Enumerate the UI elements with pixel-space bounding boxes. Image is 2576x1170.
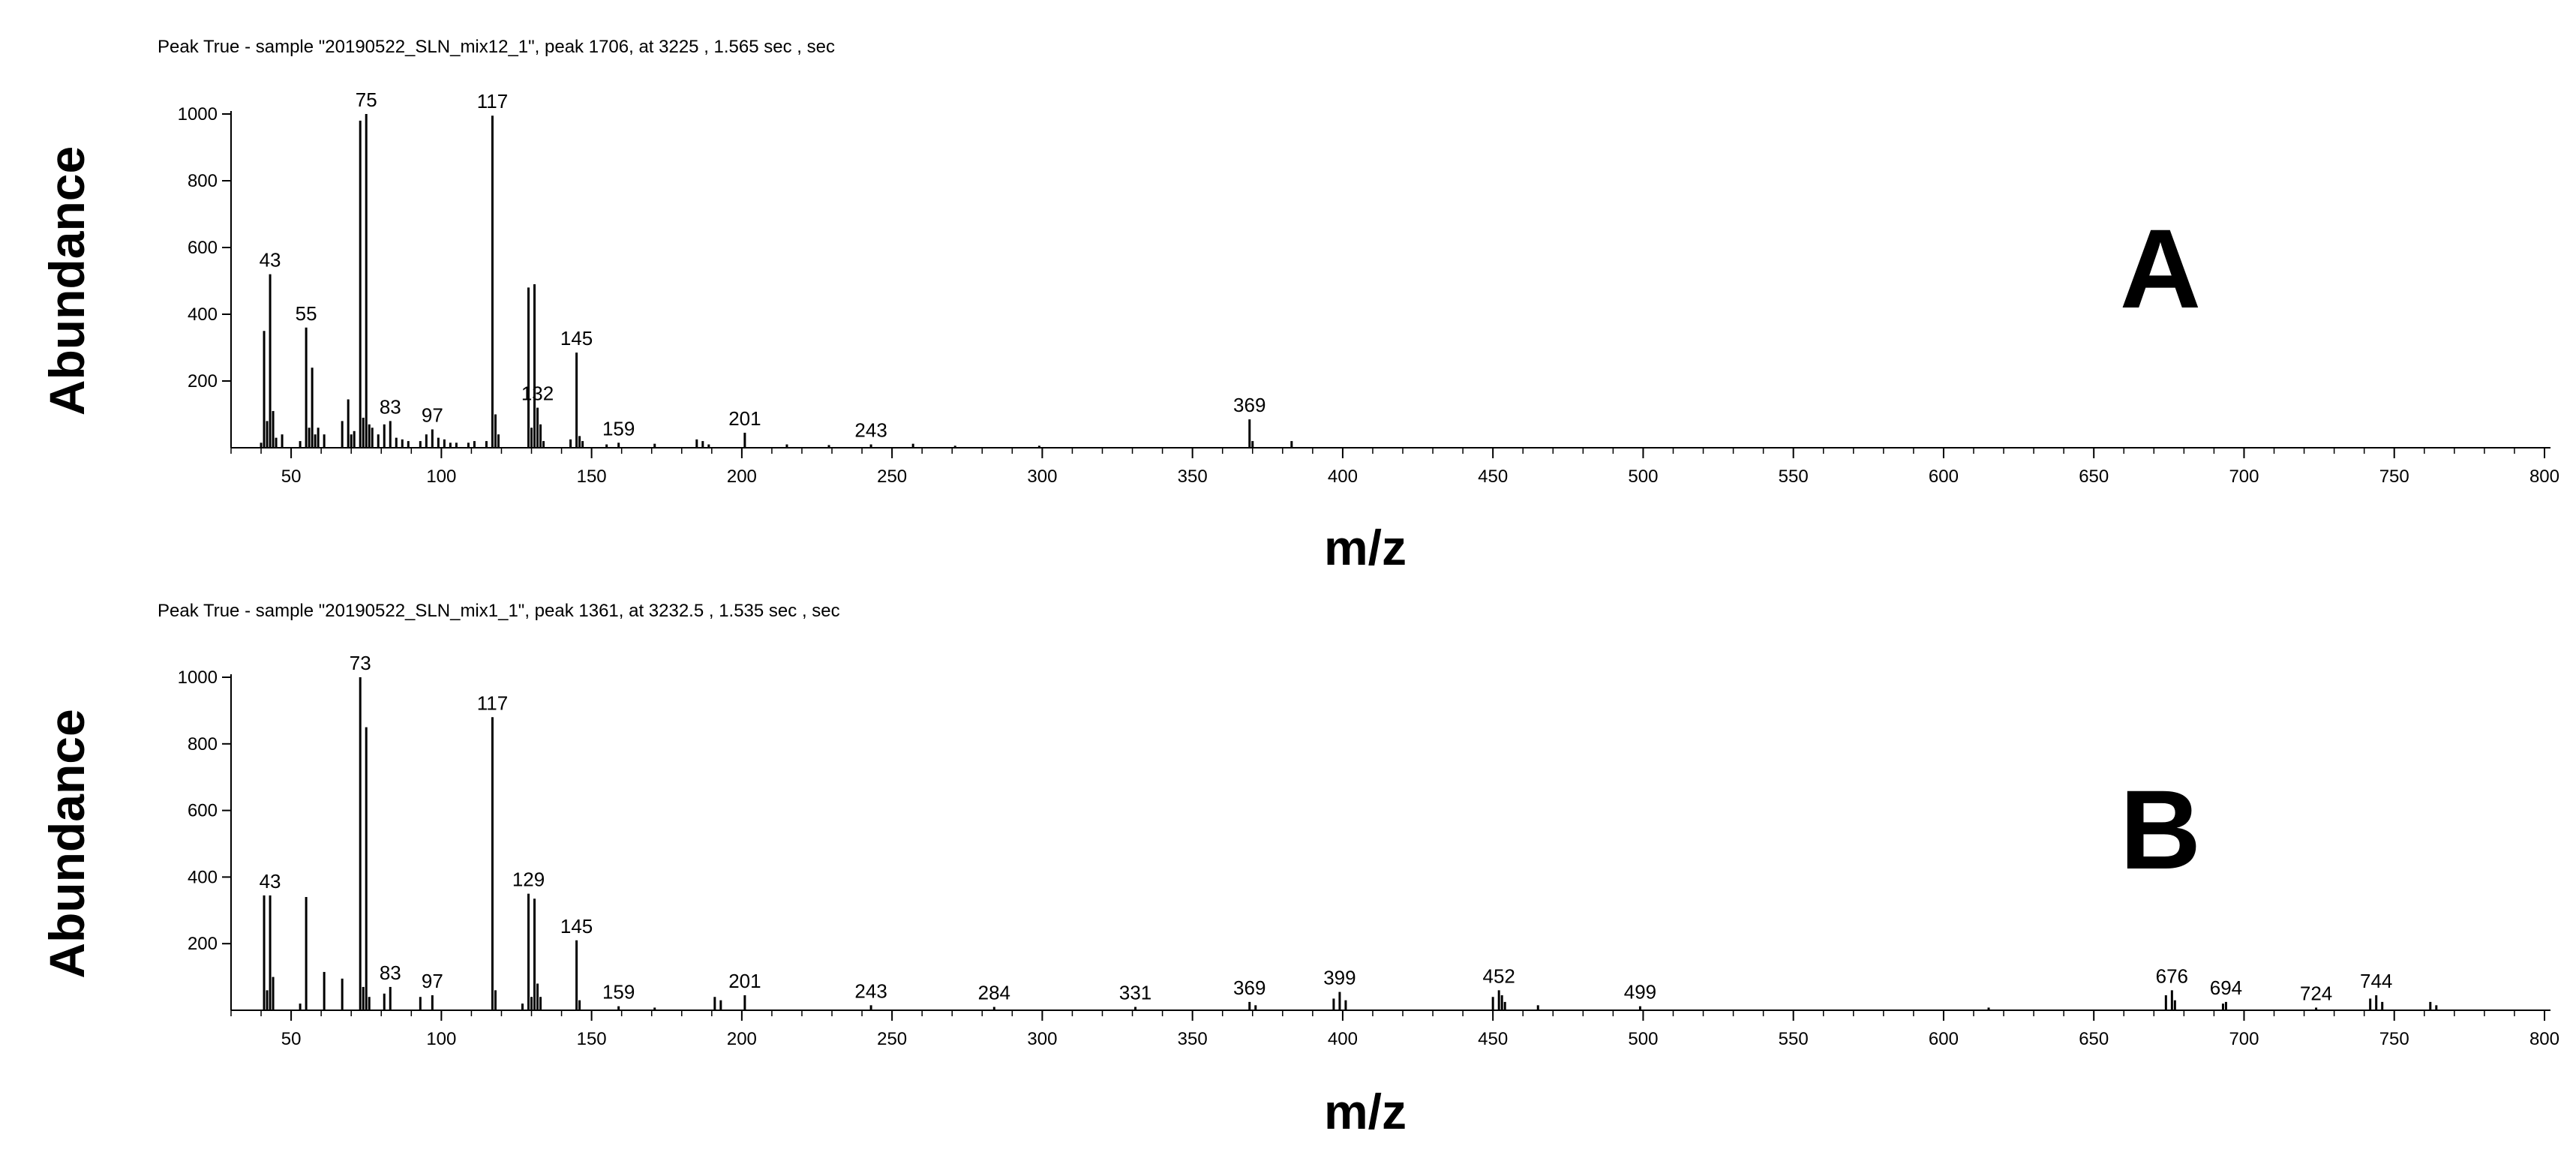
peak-label: 452: [1482, 964, 1515, 987]
peak-label: 694: [2210, 976, 2242, 999]
peak-label: 399: [1323, 967, 1356, 989]
x-tick-label: 600: [1929, 1029, 1959, 1049]
x-tick-label: 100: [426, 1029, 456, 1049]
peak-label: 73: [350, 652, 371, 674]
y-tick-label: 600: [188, 801, 218, 821]
y-axis-label: Abundance: [39, 709, 95, 978]
peak-label: 744: [2360, 970, 2392, 992]
y-tick-label: 800: [188, 734, 218, 754]
x-tick-label: 200: [727, 466, 757, 487]
peak-label: 369: [1233, 976, 1265, 999]
peak-label: 129: [512, 868, 545, 891]
x-tick-label: 350: [1178, 466, 1208, 487]
peak-label: 331: [1119, 982, 1151, 1004]
y-axis-label: Abundance: [39, 146, 95, 416]
panel-a: Peak True - sample "20190522_SLN_mix12_1…: [39, 37, 2559, 575]
y-tick-label: 1000: [178, 104, 218, 124]
peak-label: 117: [477, 90, 508, 112]
y-tick-label: 400: [188, 304, 218, 325]
panel-letter: B: [2120, 766, 2201, 892]
peak-label: 676: [2156, 964, 2188, 987]
y-tick-label: 800: [188, 171, 218, 191]
peak-label: 159: [602, 981, 635, 1004]
x-tick-label: 100: [426, 466, 456, 487]
peak-label: 159: [602, 417, 635, 440]
x-tick-label: 250: [877, 1029, 907, 1049]
x-tick-label: 450: [1478, 1029, 1508, 1049]
x-tick-label: 650: [2079, 466, 2109, 487]
x-tick-label: 200: [727, 1029, 757, 1049]
y-tick-label: 400: [188, 867, 218, 887]
x-tick-label: 800: [2529, 466, 2559, 487]
peak-label: 55: [296, 302, 317, 325]
peak-label: 499: [1624, 981, 1656, 1004]
y-tick-label: 200: [188, 934, 218, 954]
y-tick-label: 1000: [178, 668, 218, 688]
peak-label: 97: [422, 404, 443, 427]
peak-label: 132: [521, 382, 554, 405]
peak-label: 145: [560, 915, 593, 938]
x-tick-label: 350: [1178, 1029, 1208, 1049]
x-tick-label: 400: [1328, 466, 1358, 487]
x-tick-label: 150: [577, 466, 607, 487]
peak-label: 83: [380, 395, 401, 418]
x-tick-label: 600: [1929, 466, 1959, 487]
peak-label: 243: [854, 980, 887, 1002]
x-tick-label: 300: [1027, 466, 1057, 487]
peak-label: 43: [260, 870, 281, 892]
x-axis-label: m/z: [1324, 1084, 1407, 1139]
x-tick-label: 650: [2079, 1029, 2109, 1049]
panel-b: Peak True - sample "20190522_SLN_mix1_1"…: [39, 601, 2559, 1139]
peak-label: 43: [260, 249, 281, 272]
peak-label: 201: [728, 407, 761, 430]
peak-label: 369: [1233, 394, 1265, 416]
x-tick-label: 800: [2529, 1029, 2559, 1049]
x-tick-label: 500: [1628, 1029, 1658, 1049]
x-tick-label: 300: [1027, 1029, 1057, 1049]
peak-label: 117: [477, 692, 508, 714]
peak-label: 75: [356, 88, 377, 111]
x-axis-label: m/z: [1324, 520, 1407, 575]
x-tick-label: 750: [2379, 1029, 2409, 1049]
x-tick-label: 550: [1779, 1029, 1809, 1049]
x-tick-label: 500: [1628, 466, 1658, 487]
peak-label: 724: [2300, 982, 2332, 1004]
peak-label: 83: [380, 962, 401, 984]
peak-label: 284: [978, 982, 1010, 1004]
x-tick-label: 150: [577, 1029, 607, 1049]
peak-label: 145: [560, 327, 593, 350]
x-tick-label: 250: [877, 466, 907, 487]
y-tick-label: 200: [188, 371, 218, 392]
peak-label: 201: [728, 970, 761, 992]
peak-label: 243: [854, 419, 887, 442]
y-tick-label: 600: [188, 238, 218, 258]
peak-label: 97: [422, 970, 443, 992]
x-tick-label: 400: [1328, 1029, 1358, 1049]
chart-caption: Peak True - sample "20190522_SLN_mix1_1"…: [158, 601, 840, 621]
x-tick-label: 700: [2229, 1029, 2259, 1049]
panel-letter: A: [2120, 206, 2201, 332]
chart-caption: Peak True - sample "20190522_SLN_mix12_1…: [158, 37, 835, 57]
x-tick-label: 550: [1779, 466, 1809, 487]
x-tick-label: 700: [2229, 466, 2259, 487]
x-tick-label: 450: [1478, 466, 1508, 487]
x-tick-label: 50: [281, 466, 302, 487]
x-tick-label: 750: [2379, 466, 2409, 487]
x-tick-label: 50: [281, 1029, 302, 1049]
